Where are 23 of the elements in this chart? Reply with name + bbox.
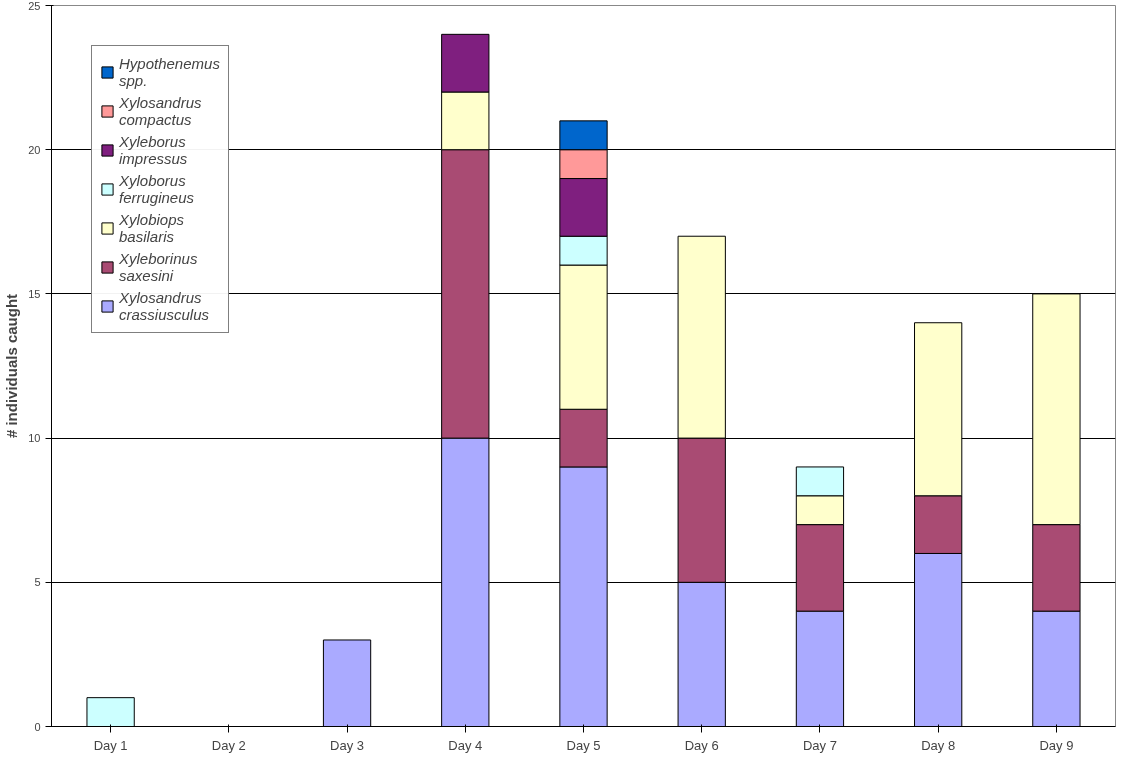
x-tick-label: Day 7	[802, 737, 837, 753]
x-tick-label: Day 4	[448, 737, 483, 753]
legend-label: Xylobiops basilaris	[119, 210, 185, 246]
y-axis-title: # individuals caught	[3, 293, 21, 439]
x-tick-label: Day 1	[93, 737, 128, 753]
x-tick-label: Day 2	[211, 737, 246, 753]
legend-label: Hypothenemus spp.	[119, 54, 220, 90]
legend-label: Xylosandrus compactus	[119, 93, 202, 129]
x-tick-label: Day 8	[921, 737, 956, 753]
legend-label: Xyleborinus saxesini	[119, 249, 198, 285]
y-tick-label: 0	[34, 720, 41, 733]
y-tick-label: 15	[28, 287, 41, 300]
legend-label: Xylosandrus crassiusculus	[119, 288, 210, 324]
y-tick-label: 25	[28, 0, 41, 12]
x-tick-label: Day 5	[566, 737, 601, 753]
legend-label: Xyleborus impressus	[119, 132, 188, 168]
y-tick-label: 20	[28, 143, 41, 156]
legend-label: Xyloborus ferrugineus	[119, 171, 195, 207]
x-tick-label: Day 9	[1039, 737, 1074, 753]
y-tick-label: 5	[34, 576, 41, 589]
x-tick-label: Day 6	[684, 737, 719, 753]
y-tick-label: 10	[28, 432, 41, 445]
x-tick-label: Day 3	[330, 737, 365, 753]
